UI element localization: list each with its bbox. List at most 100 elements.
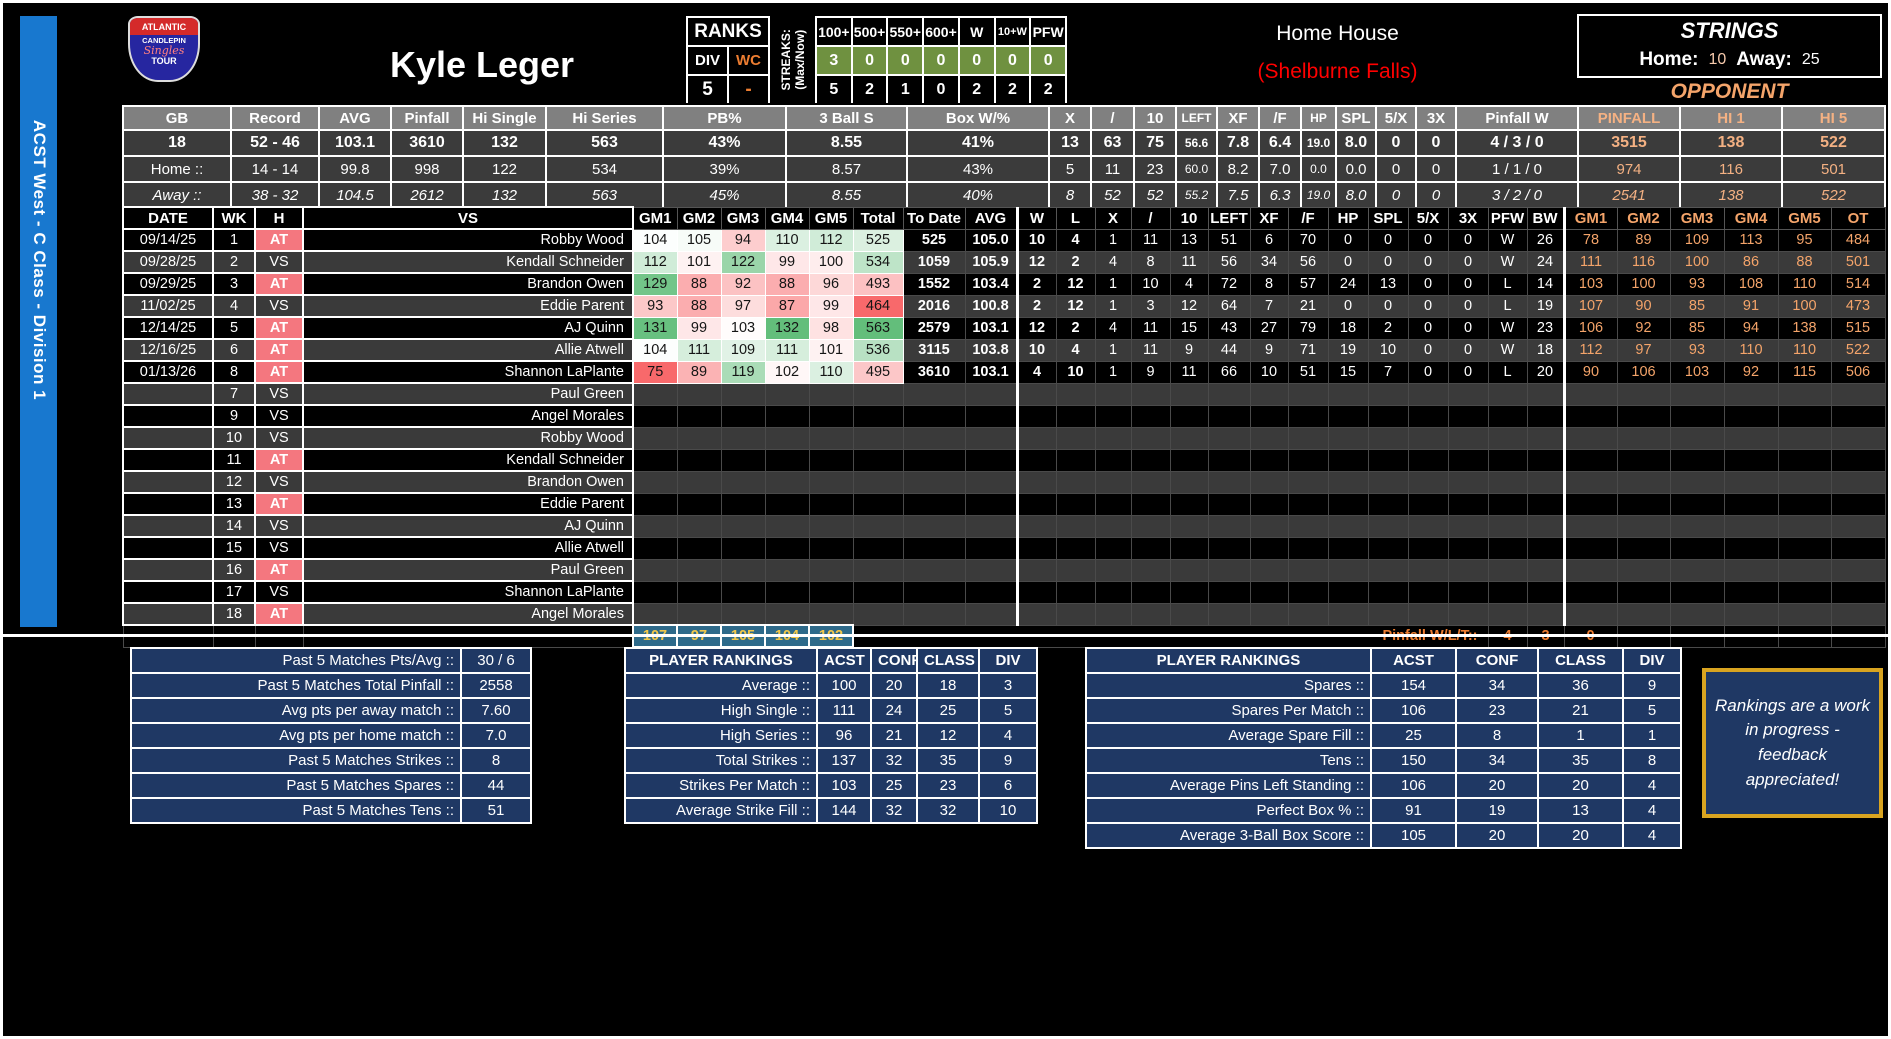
home-away-cell: AT bbox=[254, 316, 304, 340]
stat-cell: 3 bbox=[1130, 294, 1171, 318]
stat-cell bbox=[1169, 602, 1209, 626]
summary-value-cell: 19.0 bbox=[1300, 129, 1337, 157]
panel-label-cell: Average Pins Left Standing :: bbox=[1085, 772, 1372, 799]
game-score-cell: 99 bbox=[808, 294, 854, 318]
strings-box: STRINGS Home: 10 Away: 25 OPPONENT bbox=[1577, 14, 1882, 105]
division-label: ACST West - C Class - Division 1 bbox=[29, 120, 49, 401]
stat-cell: 12 bbox=[1055, 272, 1096, 296]
home-away-cell: VS bbox=[254, 580, 304, 604]
match-row: 11/02/25 4 VS Eddie Parent 93 88 97 87 99 464 2016… bbox=[122, 294, 1886, 318]
panel-value-cell: 150 bbox=[1370, 747, 1457, 774]
opponent-cell: Kendall Schneider bbox=[302, 250, 634, 274]
stat-cell bbox=[1367, 492, 1409, 516]
stat-cell bbox=[1526, 470, 1565, 494]
stat-cell bbox=[1487, 558, 1528, 582]
stat-cell bbox=[1367, 580, 1409, 604]
stat-cell: 2 bbox=[1367, 316, 1409, 340]
game-score-cell: 112 bbox=[808, 228, 854, 252]
game-score-cell: 88 bbox=[676, 272, 722, 296]
panel-label-cell: Average Strike Fill :: bbox=[624, 797, 818, 824]
summary-header-cell: PINFALL bbox=[1577, 105, 1681, 131]
panel-value-cell: 13 bbox=[1537, 797, 1624, 824]
panel-label-cell: Past 5 Matches Total Pinfall :: bbox=[130, 672, 462, 699]
panel-value-cell: 106 bbox=[1370, 772, 1457, 799]
game-score-cell bbox=[808, 602, 854, 626]
home-strings-label: Home: bbox=[1639, 49, 1699, 70]
home-away-cell: VS bbox=[254, 250, 304, 274]
panel-value-cell: 4 bbox=[978, 722, 1038, 749]
week-cell: 18 bbox=[212, 602, 256, 626]
player-rankings-panel-2: PLAYER RANKINGS ACST CONF CLASS DIV Spares ::… bbox=[1085, 647, 1682, 849]
date-cell: 11/02/25 bbox=[122, 294, 214, 318]
opp-game-cell bbox=[1562, 404, 1618, 428]
game-score-cell: 104 bbox=[632, 228, 678, 252]
summary-header-cell: PB% bbox=[662, 105, 787, 131]
stat-cell: 11 bbox=[1130, 316, 1171, 340]
stat-cell bbox=[1487, 470, 1528, 494]
opponent-cell: Eddie Parent bbox=[302, 294, 634, 318]
stat-cell bbox=[1055, 448, 1096, 472]
panel-label-cell: Perfect Box % :: bbox=[1085, 797, 1372, 824]
matches-header-cell: Total bbox=[852, 206, 904, 230]
stat-cell bbox=[1249, 492, 1289, 516]
opp-game-cell bbox=[1616, 492, 1671, 516]
panel-value-cell: 32 bbox=[870, 747, 918, 774]
match-row: 10 VS Robby Wood bbox=[122, 426, 1886, 450]
opp-game-cell bbox=[1562, 514, 1618, 538]
stat-cell bbox=[1367, 602, 1409, 626]
stat-cell bbox=[1327, 602, 1369, 626]
stat-cell bbox=[1487, 536, 1528, 560]
to-date-cell bbox=[902, 404, 966, 428]
game-score-cell bbox=[808, 382, 854, 406]
stat-cell: 71 bbox=[1287, 338, 1329, 362]
home-away-cell: VS bbox=[254, 404, 304, 428]
game-score-cell: 94 bbox=[720, 228, 766, 252]
opp-game-cell bbox=[1830, 602, 1886, 626]
opp-game-cell bbox=[1777, 448, 1832, 472]
panel-value-cell: 34 bbox=[1455, 672, 1539, 699]
stat-cell bbox=[1487, 382, 1528, 406]
opp-game-cell bbox=[1777, 404, 1832, 428]
panel-value-cell: 51 bbox=[460, 797, 532, 824]
matches-header-cell: W bbox=[1015, 206, 1057, 230]
summary-header-cell: Pinfall bbox=[390, 105, 464, 131]
game-score-cell bbox=[676, 558, 722, 582]
stat-cell bbox=[1130, 382, 1171, 406]
stat-cell: 7 bbox=[1249, 294, 1289, 318]
stat-cell: 12 bbox=[1169, 294, 1209, 318]
summary-value-cell: 522 bbox=[1781, 129, 1886, 157]
opp-game-cell bbox=[1562, 536, 1618, 560]
player-rankings-panel-1: PLAYER RANKINGS ACST CONF CLASS DIV Average :… bbox=[624, 647, 1038, 824]
game-score-cell: 112 bbox=[632, 250, 678, 274]
opp-game-cell: 100 bbox=[1616, 272, 1671, 296]
opp-game-cell: 110 bbox=[1723, 338, 1779, 362]
stat-cell: 19 bbox=[1327, 338, 1369, 362]
stat-cell bbox=[1169, 536, 1209, 560]
summary-header-cell: / bbox=[1090, 105, 1135, 131]
game-score-cell bbox=[676, 514, 722, 538]
game-score-cell bbox=[676, 448, 722, 472]
match-row: 12 VS Brandon Owen bbox=[122, 470, 1886, 494]
date-cell: 09/29/25 bbox=[122, 272, 214, 296]
stat-cell bbox=[1094, 382, 1132, 406]
stat-cell bbox=[1526, 514, 1565, 538]
opp-game-cell bbox=[1830, 536, 1886, 560]
summary-header-cell: GB bbox=[122, 105, 232, 131]
home-away-cell: AT bbox=[254, 228, 304, 252]
stat-cell: 10 bbox=[1055, 360, 1096, 384]
rankings-row: Total Strikes :: 137 32 35 9 bbox=[624, 747, 1038, 774]
rankings-row: Average 3-Ball Box Score :: 105 20 20 4 bbox=[1085, 822, 1682, 849]
stat-cell bbox=[1327, 514, 1369, 538]
past-5-matches-panel: Past 5 Matches Pts/Avg :: 30 / 6 Past 5 Ma… bbox=[130, 647, 532, 824]
panel-value-cell: 18 bbox=[916, 672, 980, 699]
stat-cell bbox=[1094, 470, 1132, 494]
matches-header-cell: OT bbox=[1830, 206, 1886, 230]
game-score-cell bbox=[720, 470, 766, 494]
game-score-cell bbox=[808, 426, 854, 450]
rankings-header-cell: ACST bbox=[816, 647, 872, 674]
summary-value-cell: 8.2 bbox=[1216, 155, 1260, 183]
opponent-cell: AJ Quinn bbox=[302, 514, 634, 538]
game-score-cell: 87 bbox=[764, 294, 810, 318]
stat-cell bbox=[1015, 470, 1057, 494]
to-date-cell bbox=[902, 580, 966, 604]
